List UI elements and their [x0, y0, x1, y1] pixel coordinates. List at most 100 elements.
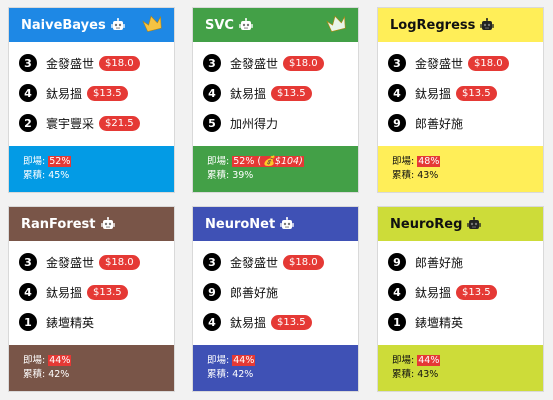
card-stats: 即場: 52% 累積: 45%: [9, 146, 174, 192]
pick-row: 4 鈦易搵 $13.5: [19, 277, 164, 307]
pick-row: 1 錶壇精英: [388, 307, 533, 337]
pick-row: 9 郎善好施: [388, 108, 533, 138]
cumulative-stat: 累積: 45%: [23, 170, 70, 181]
odds-badge: $13.5: [456, 85, 497, 101]
horse-number: 3: [19, 253, 37, 271]
pick-row: 3 金發盛世 $18.0: [203, 247, 348, 277]
model-card[interactable]: RanForest 3 金發盛世 $18.0 4 鈦易搵 $13.5 1 錶壇精…: [8, 206, 175, 392]
pick-row: 3 金發盛世 $18.0: [388, 48, 533, 78]
pick-row: 4 鈦易搵 $13.5: [388, 277, 533, 307]
robot-icon: [480, 18, 495, 32]
picks-list: 3 金發盛世 $18.0 9 郎善好施 4 鈦易搵 $13.5: [193, 241, 358, 347]
odds-badge: $13.5: [87, 284, 128, 300]
horse-name: 鈦易搵: [230, 86, 267, 101]
card-title: NaiveBayes: [21, 17, 106, 33]
live-stat: 即場: 44%: [392, 355, 441, 366]
card-title: NeuroNet: [205, 216, 276, 232]
live-stat: 即場: 52%: [23, 156, 72, 167]
pick-row: 5 加州得力: [203, 108, 348, 138]
robot-icon: [239, 18, 253, 32]
horse-number: 4: [19, 283, 37, 301]
cumulative-stat: 累積: 39%: [207, 170, 254, 181]
picks-list: 3 金發盛世 $18.0 4 鈦易搵 $13.5 1 錶壇精英: [9, 241, 174, 347]
live-percent: 48%: [417, 156, 441, 167]
horse-number: 3: [388, 54, 406, 72]
card-header: NaiveBayes: [9, 8, 174, 42]
pick-row: 2 寰宇豐采 $21.5: [19, 108, 164, 138]
live-percent: 44%: [417, 355, 441, 366]
horse-name: 鈦易搵: [415, 86, 452, 101]
robot-icon: [100, 217, 115, 231]
model-card[interactable]: NeuroNet 3 金發盛世 $18.0 9 郎善好施 4 鈦易搵 $13.5…: [192, 206, 359, 392]
live-percent: 52%: [48, 156, 72, 167]
pick-row: 4 鈦易搵 $13.5: [203, 307, 348, 337]
card-header: SVC: [193, 8, 358, 42]
card-header: RanForest: [9, 207, 174, 241]
card-stats: 即場: 44% 累積: 43%: [378, 345, 543, 391]
live-percent: 52% (: [232, 156, 263, 167]
crown-icon: [142, 13, 164, 33]
card-stats: 即場: 48% 累積: 43%: [378, 146, 543, 192]
horse-name: 鈦易搵: [230, 315, 267, 330]
odds-badge: $18.0: [468, 55, 509, 71]
robot-icon: [280, 217, 294, 231]
card-header: LogRegress: [378, 8, 543, 42]
picks-list: 3 金發盛世 $18.0 4 鈦易搵 $13.5 9 郎善好施: [378, 42, 543, 148]
horse-number: 4: [19, 84, 37, 102]
robot-icon: [111, 18, 125, 32]
horse-name: 金發盛世: [230, 255, 279, 270]
picks-list: 3 金發盛世 $18.0 4 鈦易搵 $13.5 2 寰宇豐采 $21.5: [9, 42, 174, 148]
horse-name: 鈦易搵: [46, 86, 83, 101]
pick-row: 9 郎善好施: [388, 247, 533, 277]
horse-number: 9: [388, 253, 406, 271]
picks-list: 9 郎善好施 4 鈦易搵 $13.5 1 錶壇精英: [378, 241, 543, 347]
live-bonus: 💰$104): [262, 156, 304, 167]
horse-number: 4: [388, 84, 406, 102]
horse-name: 錶壇精英: [46, 315, 95, 330]
odds-badge: $18.0: [283, 55, 324, 71]
live-stat: 即場: 48%: [392, 156, 441, 167]
horse-number: 9: [203, 283, 221, 301]
card-stats: 即場: 52% (💰$104) 累積: 39%: [193, 146, 358, 192]
model-card[interactable]: LogRegress 3 金發盛世 $18.0 4 鈦易搵 $13.5 9 郎善…: [377, 7, 544, 193]
odds-badge: $18.0: [283, 254, 324, 270]
pick-row: 3 金發盛世 $18.0: [19, 48, 164, 78]
horse-name: 金發盛世: [230, 56, 279, 71]
live-percent: 44%: [48, 355, 72, 366]
odds-badge: $13.5: [271, 85, 312, 101]
horse-number: 9: [388, 114, 406, 132]
pick-row: 1 錶壇精英: [19, 307, 164, 337]
horse-name: 金發盛世: [46, 56, 95, 71]
pick-row: 4 鈦易搵 $13.5: [19, 78, 164, 108]
pick-row: 9 郎善好施: [203, 277, 348, 307]
card-stats: 即場: 44% 累積: 42%: [9, 345, 174, 391]
horse-number: 4: [203, 84, 221, 102]
card-title: NeuroReg: [390, 216, 463, 232]
model-card[interactable]: NeuroReg 9 郎善好施 4 鈦易搵 $13.5 1 錶壇精英 即場: 4…: [377, 206, 544, 392]
horse-name: 錶壇精英: [415, 315, 464, 330]
live-stat: 即場: 44%: [207, 355, 256, 366]
horse-name: 寰宇豐采: [46, 116, 95, 131]
horse-number: 5: [203, 114, 221, 132]
odds-badge: $13.5: [271, 314, 312, 330]
picks-list: 3 金發盛世 $18.0 4 鈦易搵 $13.5 5 加州得力: [193, 42, 358, 148]
cumulative-stat: 累積: 43%: [392, 369, 439, 380]
robot-icon: [467, 217, 482, 231]
live-percent: 44%: [232, 355, 256, 366]
horse-name: 鈦易搵: [46, 285, 83, 300]
horse-number: 3: [203, 253, 221, 271]
horse-name: 鈦易搵: [415, 285, 452, 300]
odds-badge: $13.5: [456, 284, 497, 300]
horse-number: 1: [19, 313, 37, 331]
model-card[interactable]: SVC 3 金發盛世 $18.0 4 鈦易搵 $13.5 5 加州得力 即場: …: [192, 7, 359, 193]
cumulative-stat: 累積: 43%: [392, 170, 439, 181]
cumulative-stat: 累積: 42%: [23, 369, 70, 380]
horse-number: 1: [388, 313, 406, 331]
crown-icon: [326, 13, 348, 33]
horse-number: 4: [388, 283, 406, 301]
model-card[interactable]: NaiveBayes 3 金發盛世 $18.0 4 鈦易搵 $13.5 2 寰宇…: [8, 7, 175, 193]
card-stats: 即場: 44% 累積: 42%: [193, 345, 358, 391]
horse-number: 4: [203, 313, 221, 331]
horse-name: 郎善好施: [415, 255, 464, 270]
